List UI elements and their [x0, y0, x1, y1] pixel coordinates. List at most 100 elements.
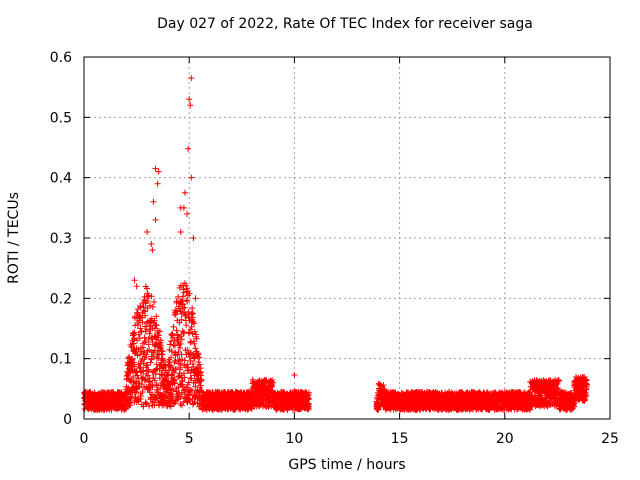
data-point: [146, 302, 153, 309]
data-point: [171, 380, 178, 387]
data-point: [269, 376, 276, 383]
data-point: [187, 339, 194, 346]
data-point: [138, 327, 145, 334]
data-point: [138, 393, 145, 400]
data-point: [146, 378, 153, 385]
data-point: [153, 313, 160, 320]
data-point: [150, 198, 157, 205]
data-point: [197, 372, 204, 379]
data-point: [153, 366, 160, 373]
data-point: [183, 282, 190, 289]
data-point: [178, 333, 185, 340]
data-point: [178, 402, 185, 409]
data-point: [129, 332, 136, 339]
data-point: [140, 307, 147, 314]
chart-title: Day 027 of 2022, Rate Of TEC Index for r…: [157, 16, 533, 32]
data-point: [157, 342, 164, 349]
data-point: [167, 403, 174, 410]
data-point: [127, 402, 134, 409]
data-point: [134, 372, 141, 379]
data-point: [142, 376, 149, 383]
data-point: [177, 361, 184, 368]
data-point: [141, 377, 148, 384]
data-point: [143, 400, 150, 407]
x-tick-label: 5: [185, 431, 194, 447]
data-point: [175, 348, 182, 355]
data-point: [143, 351, 150, 358]
data-point: [173, 327, 180, 334]
data-point: [139, 319, 146, 326]
data-point: [141, 339, 148, 346]
data-point: [129, 356, 136, 363]
data-point: [135, 383, 142, 390]
data-point: [187, 369, 194, 376]
data-point: [188, 375, 195, 382]
data-point: [175, 293, 182, 300]
data-point: [133, 283, 140, 290]
data-point: [171, 369, 178, 376]
data-point: [181, 189, 188, 196]
data-point: [139, 388, 146, 395]
data-point: [159, 348, 166, 355]
data-point: [148, 241, 155, 248]
data-point: [189, 310, 196, 317]
data-point: [154, 180, 161, 187]
data-point: [192, 295, 199, 302]
data-point: [190, 235, 197, 241]
data-point: [142, 337, 149, 344]
data-point: [149, 303, 156, 310]
data-point: [179, 293, 186, 300]
data-point: [191, 328, 198, 335]
data-point: [196, 354, 203, 361]
data-point: [180, 398, 187, 405]
data-point: [198, 376, 205, 383]
data-point: [144, 228, 151, 235]
data-point: [168, 362, 175, 369]
data-point: [184, 361, 191, 368]
data-point: [195, 351, 202, 358]
data-point: [175, 373, 182, 380]
data-point: [188, 75, 195, 82]
data-point: [131, 277, 138, 284]
data-point: [147, 359, 154, 366]
data-point: [197, 382, 204, 389]
data-point: [145, 341, 152, 348]
data-point: [145, 366, 152, 373]
data-point: [169, 330, 176, 337]
data-point: [184, 298, 191, 305]
data-point: [185, 308, 192, 315]
x-tick-label: 15: [391, 431, 409, 447]
data-point: [176, 319, 183, 326]
data-point: [152, 165, 159, 172]
data-point: [183, 322, 190, 329]
data-point: [152, 216, 159, 223]
data-point: [191, 320, 198, 327]
data-point: [170, 387, 177, 394]
y-tick-label: 0.3: [50, 231, 72, 247]
data-point: [158, 371, 165, 378]
data-points: [81, 75, 590, 413]
data-point: [140, 403, 147, 410]
data-point: [144, 362, 151, 369]
data-point: [176, 344, 183, 351]
data-point: [181, 304, 188, 311]
data-point: [151, 377, 158, 384]
data-point: [142, 312, 149, 319]
data-point: [156, 328, 163, 335]
data-point: [169, 334, 176, 341]
data-point: [153, 394, 160, 401]
data-point: [136, 379, 143, 386]
data-point: [171, 359, 178, 366]
data-point: [139, 381, 146, 388]
data-point: [131, 336, 138, 343]
data-point: [151, 317, 158, 324]
data-point: [171, 342, 178, 349]
data-point: [196, 403, 203, 410]
x-axis-label: GPS time / hours: [288, 457, 406, 473]
data-point: [155, 332, 162, 339]
y-tick-label: 0.5: [50, 110, 72, 126]
data-point: [158, 350, 165, 357]
data-point: [138, 375, 145, 382]
y-tick-label: 0.1: [50, 352, 72, 368]
data-point: [190, 363, 197, 370]
